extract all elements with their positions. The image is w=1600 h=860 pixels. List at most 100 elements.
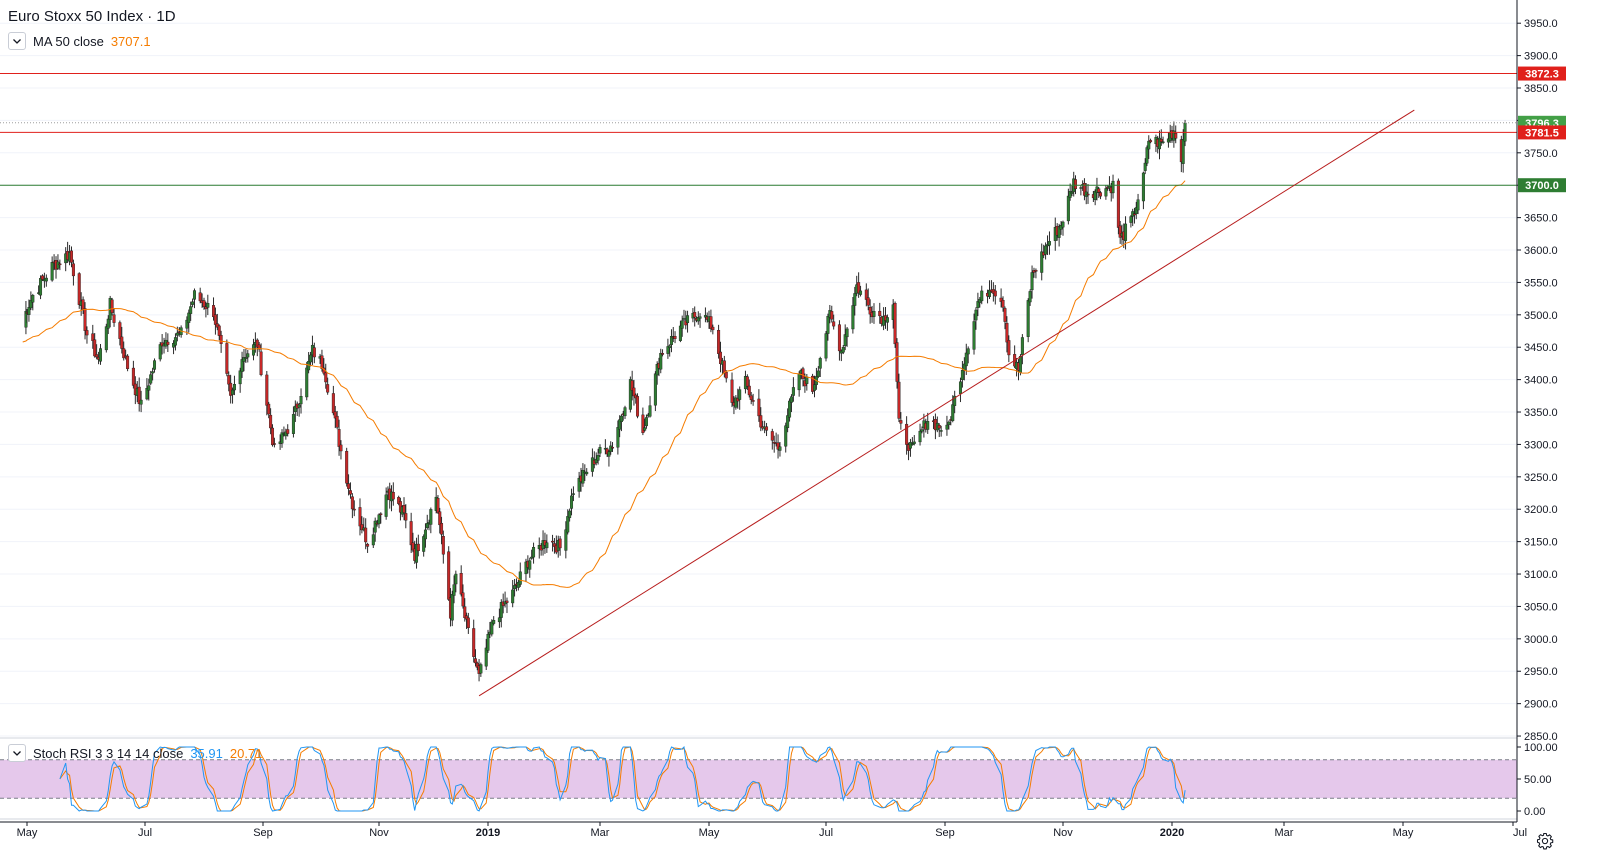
candle-body — [623, 407, 627, 417]
candle — [926, 412, 930, 434]
candle — [659, 348, 663, 374]
candle-body — [1124, 223, 1128, 241]
candle-body — [486, 634, 490, 651]
candle — [257, 341, 261, 352]
candle-body — [166, 341, 170, 345]
candle — [784, 422, 788, 453]
candle-body — [219, 335, 223, 344]
candle — [1074, 175, 1078, 195]
chart-settings-button[interactable] — [1533, 829, 1557, 853]
candle — [1034, 268, 1038, 279]
candle-body — [265, 374, 269, 406]
x-tick-label: Nov — [369, 827, 389, 839]
candle — [350, 493, 354, 519]
candle-body — [1061, 221, 1065, 228]
candle — [859, 285, 863, 297]
candle — [789, 394, 793, 413]
candle-body — [749, 395, 753, 400]
chart-title: Euro Stoxx 50 Index · 1D — [8, 8, 176, 25]
candle-body — [280, 432, 284, 444]
candle — [324, 363, 328, 389]
candle-body — [653, 373, 657, 406]
candle-body — [528, 560, 532, 570]
candle — [240, 351, 244, 378]
candle — [1099, 191, 1103, 200]
candle — [1057, 223, 1061, 247]
candle-body — [81, 299, 85, 310]
candle — [339, 440, 343, 460]
candle-body — [1034, 269, 1038, 272]
candle-body — [609, 445, 613, 452]
candle — [404, 504, 408, 529]
candle-body — [882, 316, 886, 326]
candle-body — [960, 370, 964, 380]
candle-body — [192, 290, 196, 300]
candle-body — [945, 424, 949, 430]
candle — [1174, 125, 1178, 144]
candle-body — [1020, 337, 1024, 355]
y-tick-label: 3100.0 — [1524, 569, 1558, 581]
candle — [272, 437, 276, 448]
stoch-rsi-legend-toggle[interactable] — [8, 744, 26, 762]
candle — [551, 534, 555, 552]
ma-legend-toggle[interactable] — [8, 32, 26, 50]
candle-body — [242, 357, 246, 362]
candle — [786, 408, 790, 433]
candle — [719, 341, 723, 373]
candle-body — [358, 507, 362, 527]
y-tick-label: 3850.0 — [1524, 83, 1558, 95]
candle — [730, 372, 734, 408]
y-tick-label: 3000.0 — [1524, 634, 1558, 646]
candle-body — [1097, 188, 1101, 193]
candle — [885, 314, 889, 331]
candle — [864, 283, 868, 307]
y-tick-label: 3750.0 — [1524, 148, 1558, 160]
candle-body — [112, 314, 116, 323]
candle-body — [1147, 140, 1151, 150]
candle-body — [187, 312, 191, 323]
candle-body — [229, 382, 233, 396]
candle-body — [429, 509, 433, 525]
candle — [987, 280, 991, 299]
candle-body — [953, 395, 957, 406]
candle — [745, 374, 749, 390]
candle-body — [71, 263, 75, 277]
candle — [450, 590, 454, 627]
candle-body — [999, 297, 1003, 302]
candle-body — [837, 324, 841, 352]
candle-body — [1159, 138, 1163, 142]
candle — [717, 324, 721, 359]
candle — [499, 599, 503, 628]
candle-body — [598, 447, 602, 454]
candle-body — [364, 527, 368, 543]
candle — [286, 424, 290, 437]
candle — [1061, 220, 1065, 236]
price-label-support: 3700.0 — [1518, 178, 1566, 193]
candle-body — [788, 400, 792, 418]
candle — [192, 288, 196, 309]
candle-body — [812, 384, 816, 391]
y-tick-label: 2850.0 — [1524, 731, 1558, 743]
candle-body — [1099, 192, 1103, 197]
candle — [347, 474, 351, 496]
candle-body — [545, 542, 549, 549]
candle-body — [643, 427, 647, 431]
candle — [492, 616, 496, 626]
candle — [147, 378, 151, 401]
osc-tick-label: 100.00 — [1524, 742, 1558, 754]
candle-body — [722, 360, 726, 373]
candle — [632, 379, 636, 406]
candle — [93, 333, 97, 358]
candle-body — [585, 471, 589, 475]
candle — [284, 428, 288, 440]
candle-body — [648, 405, 652, 417]
candle — [189, 301, 193, 321]
candle-body — [920, 429, 924, 432]
candle — [271, 424, 275, 447]
candle-body — [225, 343, 229, 374]
candle-body — [818, 358, 822, 369]
candle-body — [490, 621, 494, 635]
candle — [532, 542, 536, 564]
candle — [441, 530, 445, 564]
